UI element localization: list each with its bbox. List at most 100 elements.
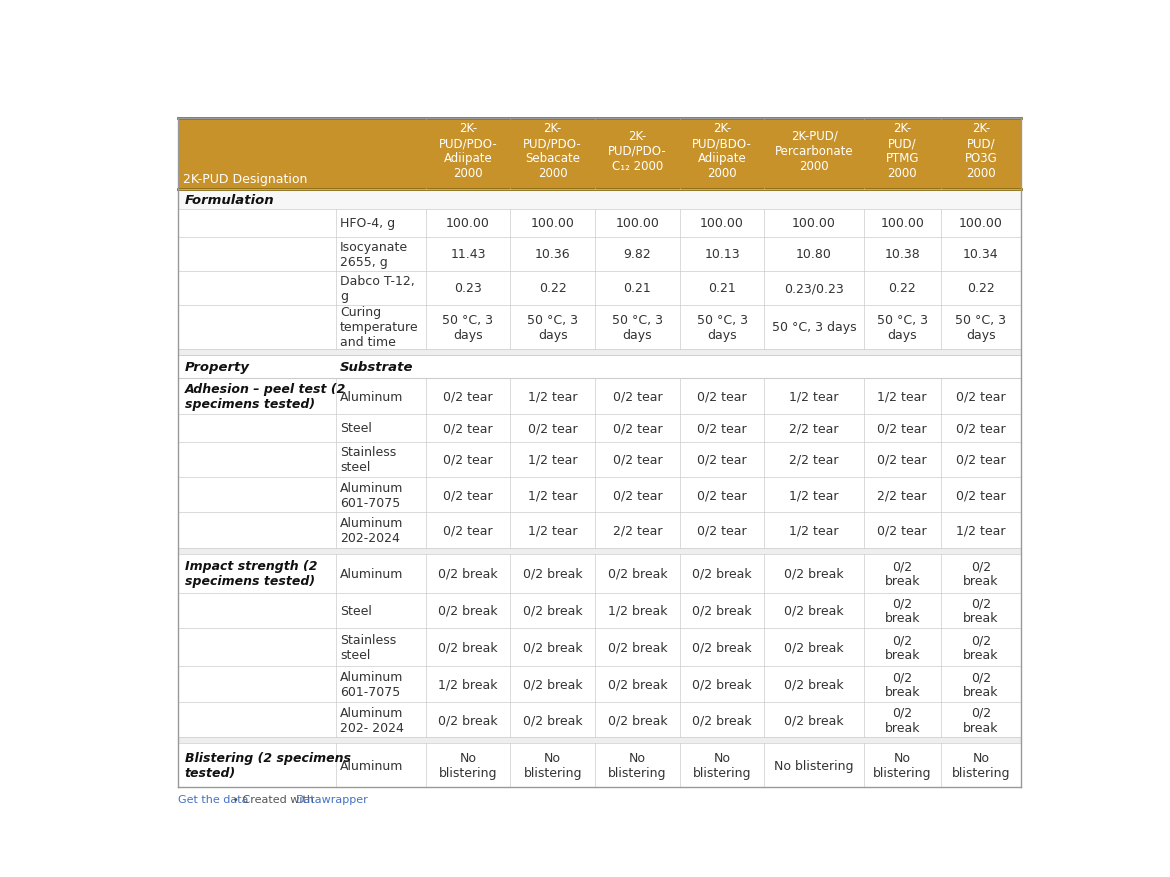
Bar [179, 305, 1020, 350]
Text: 50 °C, 3
days: 50 °C, 3 days [955, 314, 1006, 341]
Text: Adhesion – peel test (2
specimens tested): Adhesion – peel test (2 specimens tested… [185, 382, 346, 410]
Text: 2K-
PUD/PDO-
Adiipate
2000: 2K- PUD/PDO- Adiipate 2000 [439, 122, 497, 180]
Text: 100.00: 100.00 [792, 217, 837, 230]
Text: 0/2 break: 0/2 break [607, 713, 667, 726]
Text: 0/2
break: 0/2 break [885, 706, 920, 734]
Text: Blistering (2 specimens
tested): Blistering (2 specimens tested) [185, 752, 351, 779]
Text: 2K-
PUD/BDO-
Adiipate
2000: 2K- PUD/BDO- Adiipate 2000 [693, 122, 752, 180]
Text: 0/2 tear: 0/2 tear [697, 488, 746, 502]
Text: 0/2
break: 0/2 break [963, 596, 998, 624]
Text: 0/2 tear: 0/2 tear [878, 524, 927, 537]
Text: 10.36: 10.36 [535, 248, 571, 261]
Text: 1/2 tear: 1/2 tear [790, 488, 839, 502]
Text: 0/2 break: 0/2 break [693, 604, 752, 617]
Text: 1/2 tear: 1/2 tear [878, 390, 927, 403]
Text: 0/2 tear: 0/2 tear [613, 390, 662, 403]
Text: HFO-4, g: HFO-4, g [340, 217, 395, 230]
Bar [179, 513, 1020, 548]
Text: 0/2 break: 0/2 break [523, 567, 583, 580]
Bar [179, 738, 1020, 744]
Bar [179, 442, 1020, 477]
Text: 0/2
break: 0/2 break [885, 560, 920, 588]
Text: 0/2 tear: 0/2 tear [697, 524, 746, 537]
Text: Steel: Steel [340, 422, 372, 435]
Text: 2K-
PUD/
PTMG
2000: 2K- PUD/ PTMG 2000 [886, 122, 918, 180]
Text: 0/2 break: 0/2 break [523, 713, 583, 726]
Bar [179, 356, 1020, 379]
Text: 0/2 tear: 0/2 tear [613, 488, 662, 502]
Text: 0/2 tear: 0/2 tear [956, 390, 1005, 403]
Text: 50 °C, 3
days: 50 °C, 3 days [612, 314, 663, 341]
Text: 0/2 break: 0/2 break [523, 678, 583, 691]
Text: 100.00: 100.00 [880, 217, 924, 230]
Text: Aluminum
601-7075: Aluminum 601-7075 [340, 670, 404, 698]
Text: Stainless
steel: Stainless steel [340, 633, 397, 661]
Text: 0/2 tear: 0/2 tear [443, 453, 493, 467]
Text: 0/2 break: 0/2 break [784, 567, 844, 580]
Text: Aluminum: Aluminum [340, 567, 404, 580]
Text: No
blistering: No blistering [439, 752, 497, 779]
Text: 10.13: 10.13 [704, 248, 739, 261]
Text: No blistering: No blistering [775, 759, 854, 772]
Text: 100.00: 100.00 [615, 217, 659, 230]
Text: 0/2
break: 0/2 break [885, 596, 920, 624]
Text: 0/2 tear: 0/2 tear [443, 422, 493, 435]
Text: 1/2 break: 1/2 break [439, 678, 497, 691]
Text: 0/2 tear: 0/2 tear [956, 422, 1005, 435]
Text: 0/2 tear: 0/2 tear [697, 422, 746, 435]
Text: Stainless
steel: Stainless steel [340, 446, 397, 474]
Text: 2/2 tear: 2/2 tear [878, 488, 927, 502]
Text: 2K-
PUD/PDO-
C₁₂ 2000: 2K- PUD/PDO- C₁₂ 2000 [608, 130, 667, 173]
Text: No
blistering: No blistering [873, 752, 931, 779]
Text: 0/2 tear: 0/2 tear [443, 488, 493, 502]
Text: Steel: Steel [340, 604, 372, 617]
Text: 0/2 tear: 0/2 tear [613, 422, 662, 435]
Text: Aluminum
202-2024: Aluminum 202-2024 [340, 517, 404, 545]
Text: 1/2 tear: 1/2 tear [528, 488, 578, 502]
Text: 10.80: 10.80 [796, 248, 832, 261]
Text: 100.00: 100.00 [959, 217, 1003, 230]
Text: 0/2 tear: 0/2 tear [956, 453, 1005, 467]
Text: Curing
temperature
and time: Curing temperature and time [340, 306, 419, 349]
Bar [179, 350, 1020, 356]
Text: No
blistering: No blistering [523, 752, 581, 779]
Text: 0/2 tear: 0/2 tear [443, 524, 493, 537]
Text: 0/2 break: 0/2 break [438, 713, 497, 726]
Text: 0/2 tear: 0/2 tear [697, 453, 746, 467]
Text: No
blistering: No blistering [608, 752, 667, 779]
Text: 0/2 break: 0/2 break [693, 641, 752, 654]
Text: 0/2 tear: 0/2 tear [528, 422, 578, 435]
Text: No
blistering: No blistering [693, 752, 751, 779]
Bar [179, 554, 1020, 593]
Bar [179, 415, 1020, 442]
Text: 0/2 break: 0/2 break [607, 678, 667, 691]
Text: 0.22: 0.22 [966, 282, 994, 295]
Text: 0/2 tear: 0/2 tear [956, 488, 1005, 502]
Text: 0/2 break: 0/2 break [438, 641, 497, 654]
Text: 0.23: 0.23 [454, 282, 482, 295]
Text: 0.21: 0.21 [624, 282, 652, 295]
Text: Isocyanate
2655, g: Isocyanate 2655, g [340, 240, 408, 268]
Text: No
blistering: No blistering [951, 752, 1010, 779]
Text: 1/2 tear: 1/2 tear [528, 453, 578, 467]
Text: 1/2 tear: 1/2 tear [790, 390, 839, 403]
Bar [179, 702, 1020, 738]
Text: Aluminum: Aluminum [340, 390, 404, 403]
Text: 10.38: 10.38 [885, 248, 920, 261]
Text: 0/2 tear: 0/2 tear [613, 453, 662, 467]
Text: Dabco T-12,
g: Dabco T-12, g [340, 275, 415, 303]
Text: 2K-PUD Designation: 2K-PUD Designation [183, 173, 308, 186]
Text: 2K-
PUD/
PO3G
2000: 2K- PUD/ PO3G 2000 [964, 122, 997, 180]
Bar [179, 744, 1020, 787]
Text: 100.00: 100.00 [531, 217, 574, 230]
Text: 50 °C, 3
days: 50 °C, 3 days [876, 314, 928, 341]
Text: • Created with: • Created with [229, 794, 318, 804]
Text: 1/2 tear: 1/2 tear [790, 524, 839, 537]
Bar [179, 379, 1020, 415]
Text: 0/2 break: 0/2 break [523, 641, 583, 654]
Text: 0/2 break: 0/2 break [784, 713, 844, 726]
Text: 0.22: 0.22 [538, 282, 566, 295]
Text: 0/2 tear: 0/2 tear [878, 453, 927, 467]
Bar [179, 593, 1020, 628]
Text: 0/2 break: 0/2 break [784, 641, 844, 654]
